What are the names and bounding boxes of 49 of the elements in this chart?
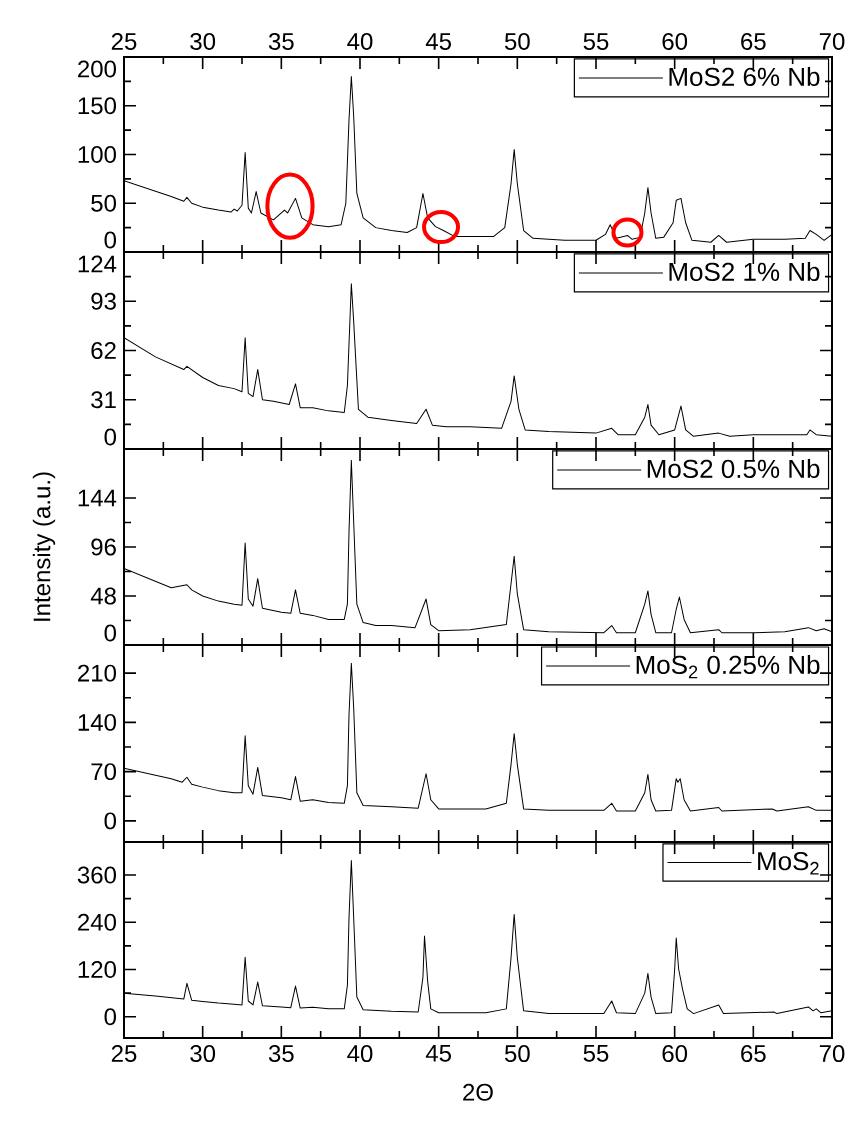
y-tick-label: 0 — [104, 624, 117, 642]
x-tick-label: 70 — [819, 1045, 845, 1063]
x-tick-label: 30 — [190, 1045, 216, 1063]
legend-label: MoS$_{2}$ — [758, 851, 819, 875]
x2-tick-label: 35 — [268, 32, 294, 50]
y-tick-label: 210 — [78, 664, 116, 682]
y-tick-label: 62 — [91, 342, 116, 359]
x-tick-label: 40 — [347, 1045, 373, 1063]
x-tick-label: 55 — [583, 1045, 609, 1062]
y-tick-label: 140 — [78, 713, 116, 731]
x-tick-label: 45 — [425, 1045, 451, 1062]
y-tick-label: 93 — [91, 292, 116, 310]
x2-tick-label: 45 — [425, 33, 451, 50]
x-axis-title: 2Θ — [463, 1083, 493, 1101]
x2-tick-label: 40 — [347, 32, 373, 50]
y-tick-label: 100 — [78, 146, 116, 163]
y-tick-label: 150 — [78, 97, 116, 115]
y-tick-label: 70 — [91, 763, 116, 781]
x-tick-label: 50 — [504, 1045, 530, 1063]
x2-tick-label: 25 — [111, 32, 137, 50]
y-tick-label: 124 — [78, 255, 117, 273]
y-axis-title: Intensity (a.u.) — [32, 472, 56, 621]
y-tick-label: 240 — [78, 913, 116, 931]
legend-label: MoS$_{2}$ 0.25% Nb — [636, 654, 820, 679]
x2-tick-label: 55 — [583, 33, 609, 50]
x2-tick-label: 50 — [504, 32, 530, 50]
x-tick-label: 60 — [662, 1045, 688, 1063]
y-tick-label: 0 — [104, 231, 117, 249]
y-tick-label: 360 — [77, 866, 116, 884]
y-tick-label: 144 — [78, 489, 117, 507]
y-tick-label: 0 — [104, 812, 117, 830]
y-tick-label: 48 — [90, 587, 116, 605]
y-tick-label: 120 — [78, 961, 116, 978]
y-tick-label: 0 — [104, 1008, 117, 1026]
x-tick-label: 35 — [268, 1045, 294, 1063]
x-tick-label: 25 — [111, 1045, 137, 1063]
legend-label: MoS2 0.5% Nb — [647, 458, 820, 479]
y-tick-label: 50 — [91, 194, 116, 212]
x2-tick-label: 70 — [819, 32, 845, 50]
y-tick-label: 0 — [104, 428, 117, 446]
y-tick-label: 200 — [78, 60, 116, 78]
x2-tick-label: 60 — [662, 32, 688, 50]
y-tick-label: 31 — [91, 391, 116, 409]
x-tick-label: 65 — [741, 1045, 766, 1063]
legend-label: MoS2 6% Nb — [669, 66, 820, 87]
legend-label: MoS2 1% Nb — [669, 261, 820, 282]
x2-tick-label: 65 — [741, 32, 766, 50]
x2-tick-label: 30 — [190, 32, 216, 50]
y-tick-label: 96 — [91, 538, 116, 556]
